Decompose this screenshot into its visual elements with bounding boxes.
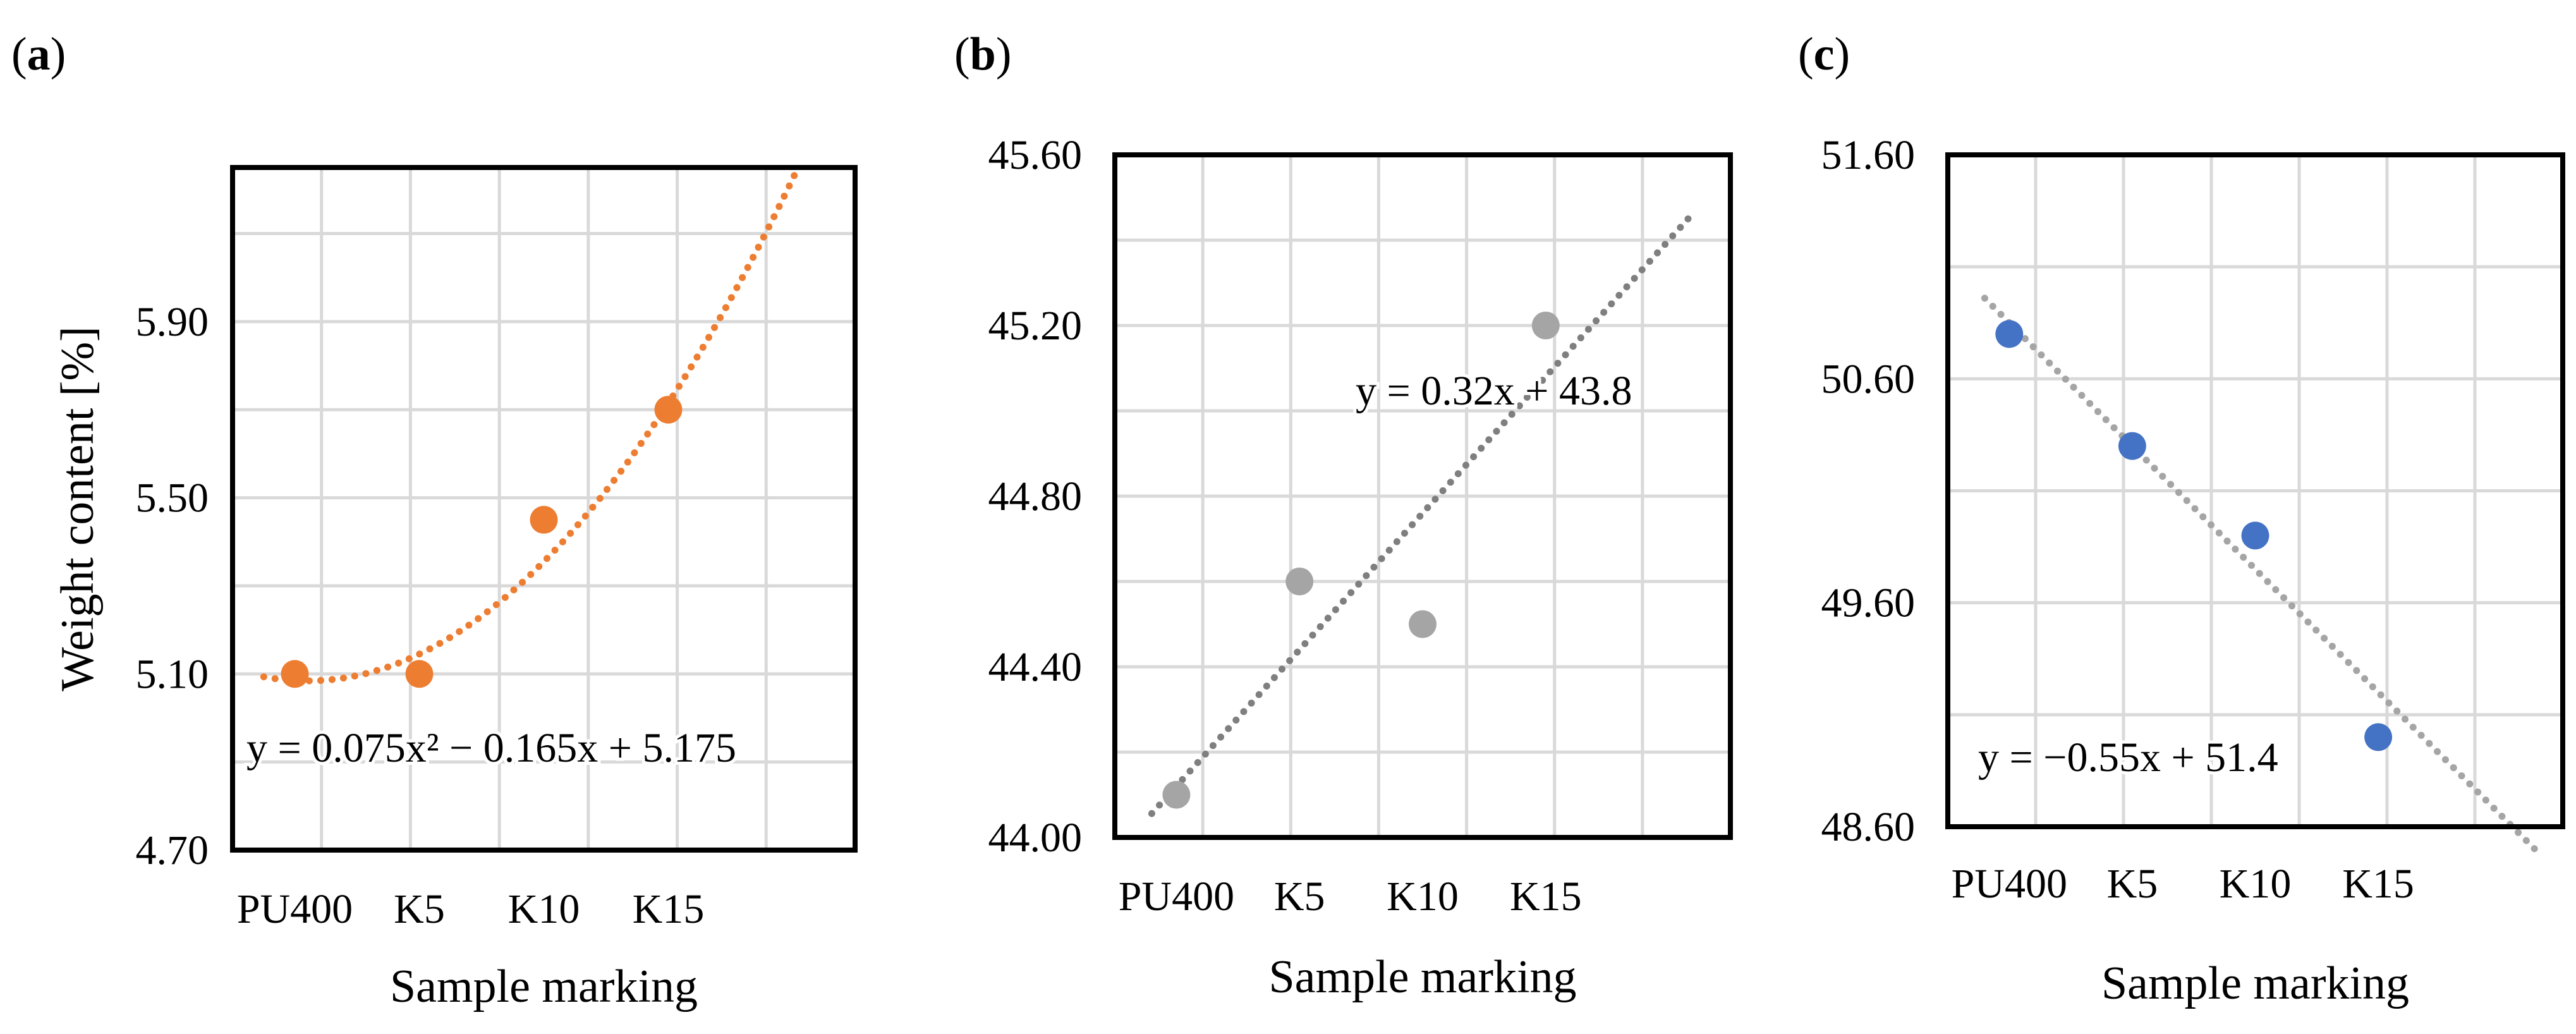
chart-panel-b: 44.00 44.40 44.80 45.20 45.60 PU400 K5 K10 K15 Sa…	[954, 28, 1733, 1003]
data-point-k10	[2241, 521, 2269, 550]
panel-label-letter: a	[27, 28, 51, 80]
y-tick-label: 4.70	[136, 827, 209, 873]
y-tick-label: 45.60	[988, 132, 1083, 178]
data-point-pu400	[1995, 320, 2024, 348]
x-axis-title: Sample marking	[390, 961, 698, 1013]
data-point-k5	[1285, 568, 1314, 595]
y-tick-label: 5.90	[136, 299, 209, 345]
x-axis-title: Sample marking	[2101, 958, 2409, 1009]
trendline	[260, 168, 799, 684]
x-tick-label: PU400	[1952, 861, 2067, 907]
data-point-k10	[1409, 610, 1437, 638]
x-tick-label: K10	[1387, 873, 1459, 920]
panel-label-paren-open: (	[11, 28, 27, 80]
x-axis-title: Sample marking	[1268, 951, 1576, 1003]
x-tick-label: K5	[1274, 873, 1325, 920]
trendline-equation: y = 0.075x² − 0.165x + 5.175	[246, 725, 736, 771]
y-tick-label: 49.60	[1821, 580, 1916, 626]
trendline	[1148, 209, 1698, 817]
x-tick-label: K15	[2342, 861, 2414, 907]
y-tick-label: 48.60	[1821, 804, 1916, 850]
y-tick-label: 50.60	[1821, 356, 1916, 402]
x-tick-label: K15	[633, 886, 705, 932]
panel-label: (b)	[954, 28, 1011, 80]
panel-label: (c)	[1798, 28, 1850, 80]
x-tick-label: K10	[2220, 861, 2292, 907]
x-tick-label: K10	[508, 886, 580, 932]
y-tick-label: 45.20	[988, 303, 1083, 349]
panel-label-paren-open: (	[1798, 28, 1814, 80]
y-tick-label: 44.00	[988, 815, 1083, 861]
data-point-k5	[2118, 432, 2146, 460]
y-tick-label: 44.80	[988, 473, 1083, 520]
panel-label: (a)	[11, 28, 66, 80]
data-point-pu400	[1162, 781, 1191, 809]
chart-panel-c: 48.60 49.60 50.60 51.60 PU400 K5 K10 K15 Sample …	[1798, 28, 2565, 1009]
trendline-equation: y = −0.55x + 51.4	[1978, 734, 2278, 781]
data-point-k15	[654, 396, 683, 424]
panel-label-paren-close: )	[996, 28, 1012, 80]
panel-label-paren-close: )	[1835, 28, 1850, 80]
y-tick-label: 51.60	[1821, 132, 1916, 178]
x-tick-label: K5	[2107, 861, 2158, 907]
x-tick-label: K15	[1510, 873, 1582, 920]
trendline-equation: y = 0.32x + 43.8	[1356, 368, 1632, 414]
y-tick-label: 44.40	[988, 644, 1083, 690]
y-tick-label: 5.50	[136, 475, 209, 521]
plot-frame	[1945, 152, 2565, 829]
plot-frame	[1112, 152, 1733, 840]
data-point-k15	[2364, 723, 2393, 751]
chart-panel-a: 4.70 5.10 5.50 5.90 PU400 K5 K10 K15 Sample mark…	[11, 28, 858, 1013]
plot-frame	[230, 165, 858, 853]
x-tick-label: PU400	[237, 886, 353, 932]
panel-label-letter: b	[970, 28, 996, 80]
data-point-k5	[405, 660, 434, 688]
panel-label-paren-close: )	[51, 28, 66, 80]
panel-label-paren-open: (	[954, 28, 970, 80]
y-tick-label: 5.10	[136, 651, 209, 697]
data-point-k10	[530, 506, 558, 534]
trendline	[1981, 295, 2542, 856]
y-axis-title: Weight content [%]	[52, 326, 104, 691]
x-tick-label: K5	[394, 886, 445, 932]
data-point-k15	[1531, 312, 1560, 339]
x-tick-label: PU400	[1119, 873, 1234, 920]
data-point-pu400	[281, 660, 309, 688]
panel-label-letter: c	[1814, 28, 1835, 80]
